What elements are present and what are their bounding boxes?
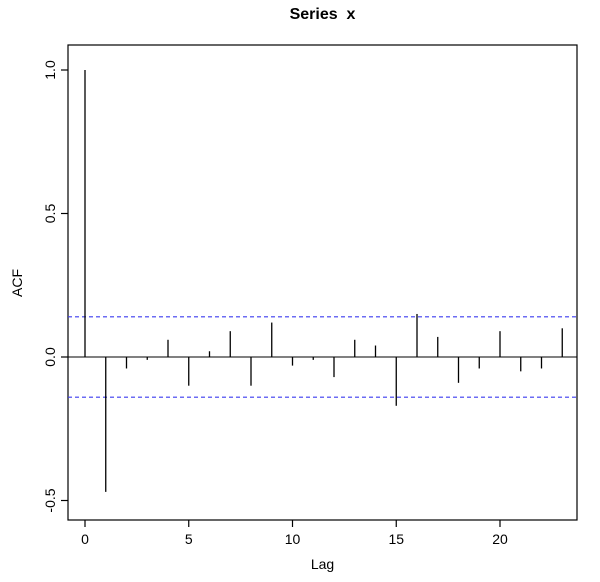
x-tick-label: 0 <box>81 531 89 547</box>
y-tick-label: 0.5 <box>42 204 58 224</box>
x-tick-label: 5 <box>185 531 193 547</box>
y-axis-label: ACF <box>9 269 25 297</box>
x-axis-label: Lag <box>310 556 335 572</box>
y-tick-label: -0.5 <box>42 488 58 512</box>
chart-title: Series x <box>289 6 356 23</box>
x-tick-label: 10 <box>285 531 301 547</box>
x-tick-label: 15 <box>388 531 404 547</box>
plot-box <box>67 44 578 521</box>
y-tick-label: 1.0 <box>42 60 58 80</box>
y-tick-label: 0.0 <box>42 347 58 367</box>
x-tick-label: 20 <box>492 531 508 547</box>
